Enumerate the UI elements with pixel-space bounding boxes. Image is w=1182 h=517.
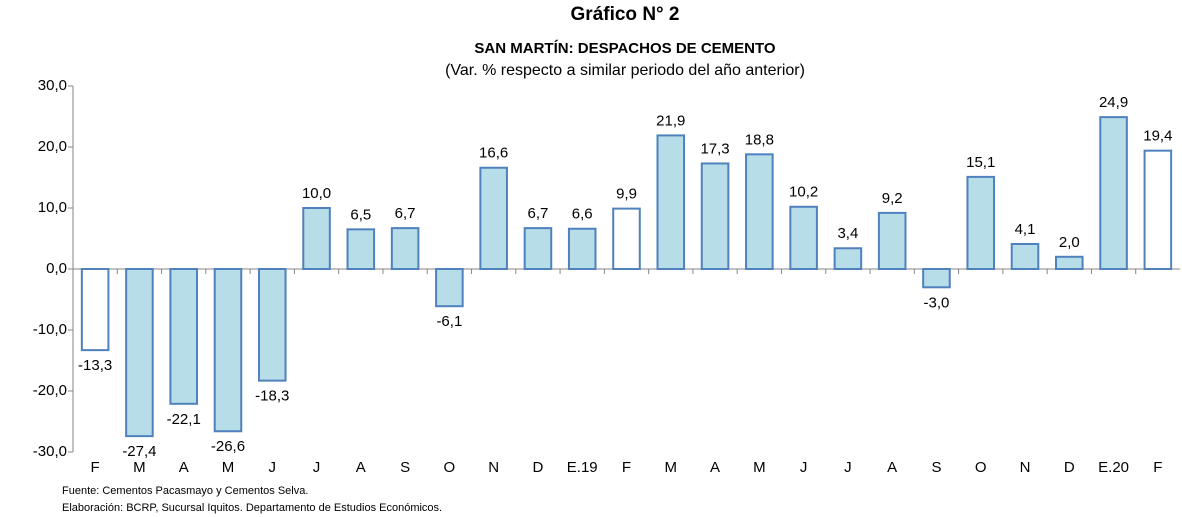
chart-title: Gráfico N° 2	[571, 4, 680, 25]
value-label: -6,1	[436, 313, 462, 330]
x-tick-label: M	[222, 459, 235, 476]
bar	[390, 227, 420, 271]
y-tick-label: -30,0	[33, 443, 67, 460]
x-tick-label: A	[179, 459, 189, 476]
value-label: 16,6	[479, 145, 508, 162]
value-label: 4,1	[1015, 221, 1036, 238]
bar	[833, 247, 863, 270]
bar	[257, 268, 287, 382]
value-label: -13,3	[78, 357, 112, 374]
x-tick-label: F	[622, 459, 631, 476]
bar	[479, 166, 508, 271]
bar	[346, 228, 376, 271]
unit-note: (Var. % respecto a similar periodo del a…	[445, 62, 805, 79]
bar	[966, 175, 996, 270]
chart-subtitle: SAN MARTÍN: DESPACHOS DE CEMENTO	[474, 40, 775, 57]
value-label: 3,4	[837, 225, 858, 242]
bar	[745, 153, 774, 271]
bar	[656, 134, 686, 270]
y-tick-label: 10,0	[38, 199, 67, 216]
bar	[1099, 116, 1128, 270]
source-note: Fuente: Cementos Pacasmayo y Cementos Se…	[62, 485, 308, 497]
y-tick-label: 20,0	[38, 138, 67, 155]
bar	[700, 162, 730, 270]
bar	[1143, 149, 1173, 270]
x-tick-label: N	[488, 459, 499, 476]
value-label: -26,6	[211, 438, 245, 455]
bar	[1010, 242, 1040, 271]
x-tick-label: M	[753, 459, 766, 476]
value-label: -3,0	[924, 294, 950, 311]
bar	[877, 211, 907, 271]
bar	[523, 227, 553, 271]
bar	[435, 268, 464, 308]
value-label: 18,8	[745, 131, 774, 148]
x-tick-label: J	[800, 459, 808, 476]
value-label: 10,0	[302, 185, 331, 202]
x-tick-label: E.19	[567, 459, 598, 476]
x-tick-label: D	[533, 459, 544, 476]
credit-note: Elaboración: BCRP, Sucursal Iquitos. Dep…	[62, 502, 442, 514]
y-tick-label: 30,0	[38, 77, 67, 94]
bar	[213, 268, 243, 433]
value-label: 24,9	[1099, 94, 1128, 111]
x-tick-label: S	[931, 459, 941, 476]
bar	[1055, 255, 1084, 270]
value-label: 9,9	[616, 186, 637, 203]
x-tick-label: O	[444, 459, 456, 476]
bar	[567, 227, 597, 271]
bar	[789, 205, 818, 270]
x-tick-label: A	[887, 459, 897, 476]
value-label: 10,2	[789, 184, 818, 201]
bar	[302, 207, 331, 270]
value-label: -22,1	[167, 411, 201, 428]
x-tick-label: D	[1064, 459, 1075, 476]
value-label: 17,3	[700, 140, 729, 157]
x-tick-label: S	[400, 459, 410, 476]
value-label: 2,0	[1059, 234, 1080, 251]
x-tick-label: J	[844, 459, 852, 476]
x-tick-label: F	[91, 459, 100, 476]
x-tick-label: O	[975, 459, 987, 476]
value-label: 15,1	[966, 154, 995, 171]
x-tick-label: J	[313, 459, 321, 476]
y-tick-label: -10,0	[33, 321, 67, 338]
x-tick-label: M	[665, 459, 678, 476]
x-tick-label: J	[269, 459, 277, 476]
value-label: 6,6	[572, 206, 593, 223]
bar	[125, 268, 154, 438]
x-tick-label: E.20	[1098, 459, 1129, 476]
x-tick-label: F	[1153, 459, 1162, 476]
value-label: 19,4	[1143, 128, 1172, 145]
value-label: 9,2	[882, 190, 903, 207]
y-tick-label: -20,0	[33, 382, 67, 399]
x-tick-label: N	[1020, 459, 1031, 476]
bar	[80, 268, 110, 352]
value-label: 21,9	[656, 112, 685, 129]
bar	[169, 268, 198, 405]
value-label: -18,3	[255, 388, 289, 405]
value-label: 6,5	[350, 206, 371, 223]
bar	[922, 268, 951, 289]
y-tick-label: 0,0	[46, 260, 67, 277]
x-tick-label: A	[710, 459, 720, 476]
x-tick-label: M	[133, 459, 146, 476]
value-label: -27,4	[122, 443, 156, 460]
bar	[612, 207, 641, 270]
x-tick-label: A	[356, 459, 366, 476]
value-label: 6,7	[395, 205, 416, 222]
value-label: 6,7	[528, 205, 549, 222]
